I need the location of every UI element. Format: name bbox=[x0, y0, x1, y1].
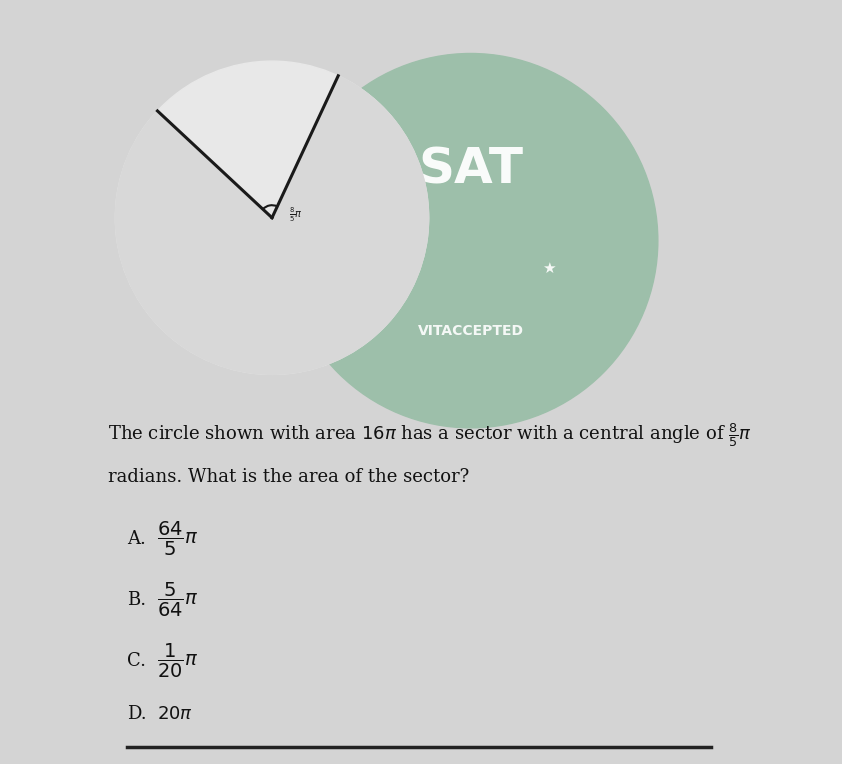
Text: $\dfrac{64}{5}\pi$: $\dfrac{64}{5}\pi$ bbox=[157, 520, 199, 558]
Wedge shape bbox=[115, 76, 429, 374]
Text: SAT: SAT bbox=[418, 145, 523, 193]
Text: $\dfrac{1}{20}\pi$: $\dfrac{1}{20}\pi$ bbox=[157, 642, 199, 680]
Text: B.: B. bbox=[127, 591, 146, 609]
Text: radians. What is the area of the sector?: radians. What is the area of the sector? bbox=[108, 468, 469, 487]
Text: D.: D. bbox=[127, 705, 147, 724]
Text: ★: ★ bbox=[542, 261, 556, 277]
Circle shape bbox=[284, 53, 658, 428]
Text: ★: ★ bbox=[386, 261, 399, 277]
Text: C.: C. bbox=[127, 652, 146, 670]
Text: $20\pi$: $20\pi$ bbox=[157, 705, 194, 724]
Text: $\frac{8}{5}$$\pi$: $\frac{8}{5}$$\pi$ bbox=[290, 206, 303, 224]
Text: The circle shown with area $16\pi$ has a sector with a central angle of $\frac{8: The circle shown with area $16\pi$ has a… bbox=[108, 422, 752, 449]
Text: $\dfrac{5}{64}\pi$: $\dfrac{5}{64}\pi$ bbox=[157, 581, 199, 619]
Text: VITACCEPTED: VITACCEPTED bbox=[418, 323, 524, 338]
Text: A.: A. bbox=[127, 529, 146, 548]
Circle shape bbox=[115, 61, 429, 374]
